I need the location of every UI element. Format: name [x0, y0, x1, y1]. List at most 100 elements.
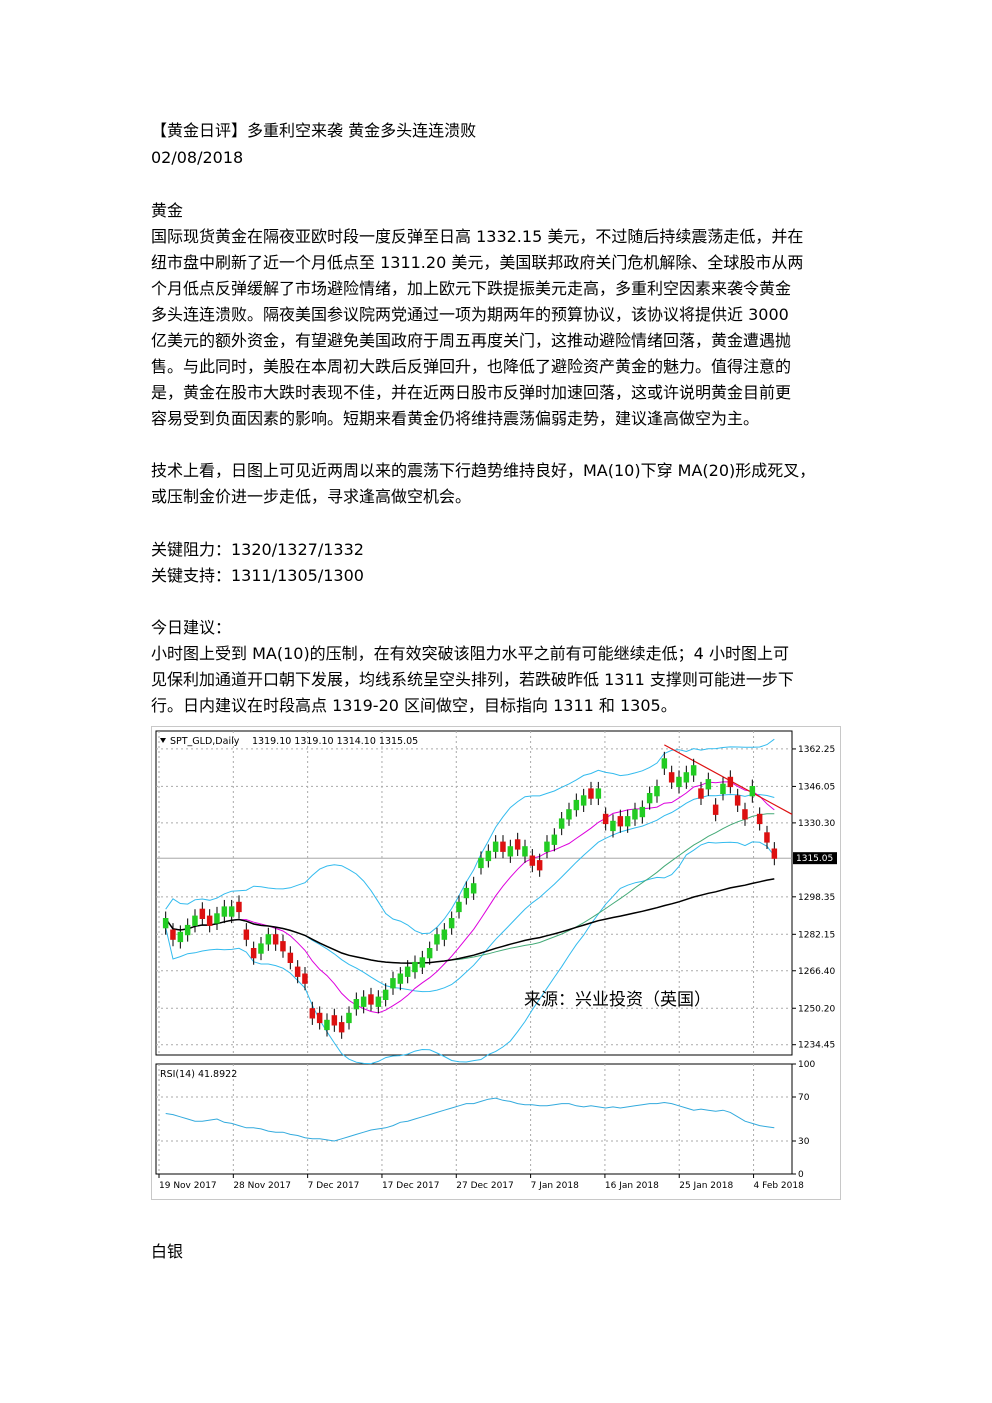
candle-body: [668, 772, 675, 783]
candle-body: [302, 973, 308, 984]
paragraph-line: 个月低点反弹缓解了市场避险情绪，加上欧元下跌提振美元走高，多重利空因素来袭令黄金: [151, 279, 792, 298]
current-price-label: 1315.05: [796, 854, 833, 864]
candle-body: [404, 966, 411, 977]
candle-body: [346, 1012, 352, 1024]
chart-title: SPT_GLD,Daily: [170, 736, 240, 747]
paragraph-line: 多头连连溃败。隔夜美国参议院两党通过一项为期两年的预算协议，该协议将提供近 30…: [151, 305, 789, 324]
date-tick-label: 19 Nov 2017: [159, 1181, 217, 1191]
rsi-panel: [155, 1063, 793, 1175]
candle-body: [580, 795, 587, 806]
candle-body: [566, 809, 572, 820]
paragraph-line: 亿美元的额外资金，有望避免美国政府于周五再度关门，这推动避险情绪回落，黄金遭遇抛: [151, 331, 792, 350]
chart-svg: 1362.25 1346.05 1330.30 1298.35 1282.15 1266.…: [155, 730, 837, 1191]
paragraph-line: 或压制金价进一步走低，寻求逢高做空机会。: [151, 487, 472, 506]
candle-body: [683, 772, 690, 783]
candle-body: [316, 1012, 323, 1024]
paragraph-line: 容易受到负面因素的影响。短期来看黄金仍将维持震荡偏弱走势，建议逢高做空为主。: [151, 409, 760, 428]
candle-body: [646, 793, 653, 804]
candle-body: [720, 783, 726, 795]
date-tick-label: 7 Dec 2017: [308, 1181, 360, 1191]
candle-body: [456, 901, 462, 913]
key-support: 关键支持：1311/1305/1300: [151, 566, 364, 585]
article-title: 【黄金日评】多重利空来袭 黄金多头连连溃败: [151, 121, 477, 140]
paragraph-line: 行。日内建议在时段高点 1319-20 区间做空，目标指向 1311 和 130…: [151, 696, 677, 715]
candle-body: [294, 966, 301, 977]
candle-body: [287, 952, 294, 963]
candle-body: [624, 816, 631, 827]
candle-body: [485, 850, 492, 862]
grid: [156, 731, 796, 1178]
price-tick-label: 1234.45: [798, 1041, 835, 1051]
date-tick-label: 16 Jan 2018: [605, 1181, 659, 1191]
candle-body: [236, 901, 242, 913]
candle-body: [309, 1008, 316, 1019]
candle-body: [463, 887, 470, 899]
silver-heading: 白银: [151, 1242, 184, 1261]
candle-body: [360, 996, 367, 1007]
candle-body: [632, 809, 638, 820]
candle-body: [588, 788, 594, 799]
date-tick-label: 25 Jan 2018: [679, 1181, 733, 1191]
bollinger-lower-line: [165, 841, 775, 1065]
candle-body: [324, 1019, 330, 1031]
chart-ohlc: 1319.10 1319.10 1314.10 1315.05: [252, 736, 418, 747]
date-tick-label: 27 Dec 2017: [456, 1181, 513, 1191]
candle-body: [507, 846, 514, 857]
candle-body: [331, 1015, 338, 1026]
candle-body: [390, 978, 396, 989]
candle-body: [419, 957, 426, 968]
candle-body: [698, 788, 704, 799]
rsi-label: RSI(14) 41.8922: [160, 1069, 237, 1080]
candle-body: [514, 839, 521, 850]
candle-body: [595, 788, 602, 799]
candle-body: [265, 934, 272, 945]
candle-body: [558, 818, 565, 829]
gold-daily-chart: 1362.25 1346.05 1330.30 1298.35 1282.15 1266.…: [151, 726, 841, 1200]
rsi-series-line: [165, 1097, 775, 1142]
candle-body: [280, 941, 286, 952]
candle-body: [617, 816, 624, 827]
gold-paragraph: 国际现货黄金在隔夜亚欧时段一度反弹至日高 1332.15 美元，不过随后持续震荡…: [151, 224, 843, 432]
rsi-tick-label: 0: [798, 1170, 804, 1180]
candle-body: [412, 961, 418, 973]
paragraph-line: 纽市盘中刷新了近一个月低点至 1311.20 美元，美国联邦政府关门危机解除、全…: [151, 253, 804, 272]
paragraph-line: 技术上看，日图上可见近两周以来的震荡下行趋势维持良好，MA(10)下穿 MA(2…: [151, 461, 816, 480]
current-price-box: [793, 852, 837, 865]
candle-body: [690, 765, 697, 776]
rsi-tick-label: 70: [798, 1093, 810, 1103]
date-tick-label: 4 Feb 2018: [754, 1181, 805, 1191]
key-resistance: 关键阻力：1320/1327/1332: [151, 540, 364, 559]
rsi-line: [165, 1097, 775, 1142]
advice-paragraph: 小时图上受到 MA(10)的压制，在有效突破该阻力水平之前有可能继续走低；4 小…: [151, 641, 843, 719]
indicator-lines: [165, 738, 793, 1065]
paragraph-line: 售。与此同时，美股在本周初大跌后反弹回升，也降低了避险资产黄金的魅力。值得注意的: [151, 357, 792, 376]
candle-body: [764, 832, 770, 843]
candle-body: [742, 809, 748, 820]
triangle-marker-icon: [160, 738, 166, 743]
date-tick-label: 17 Dec 2017: [382, 1181, 440, 1191]
candle-body: [382, 989, 389, 1001]
candle-body: [192, 915, 198, 926]
price-tick-label: 1298.35: [798, 893, 835, 903]
paragraph-line: 国际现货黄金在隔夜亚欧时段一度反弹至日高 1332.15 美元，不过随后持续震荡…: [151, 227, 804, 246]
candle-body: [500, 841, 506, 852]
candle-body: [199, 908, 206, 919]
candle-body: [470, 883, 477, 894]
rsi-tick-label: 30: [798, 1137, 810, 1147]
candle-body: [375, 996, 382, 1007]
technical-paragraph: 技术上看，日图上可见近两周以来的震荡下行趋势维持良好，MA(10)下穿 MA(2…: [151, 458, 843, 510]
paragraph-line: 见保利加通道开口朝下发展，均线系统呈空头排列，若跌破昨低 1311 支撑则可能进…: [151, 670, 794, 689]
candle-body: [771, 848, 778, 859]
price-tick-label: 1250.20: [798, 1004, 835, 1014]
article-date: 02/08/2018: [151, 148, 244, 167]
candle-body: [162, 918, 169, 929]
rsi-tick-label: 100: [798, 1060, 815, 1070]
candle-body: [368, 994, 374, 1005]
candle-body: [654, 786, 660, 797]
candle-body: [734, 795, 741, 806]
candle-body: [756, 813, 763, 825]
candle-body: [170, 929, 176, 940]
candle-body: [426, 948, 433, 959]
ma-slow-line: [165, 878, 775, 964]
candle-body: [536, 860, 543, 871]
